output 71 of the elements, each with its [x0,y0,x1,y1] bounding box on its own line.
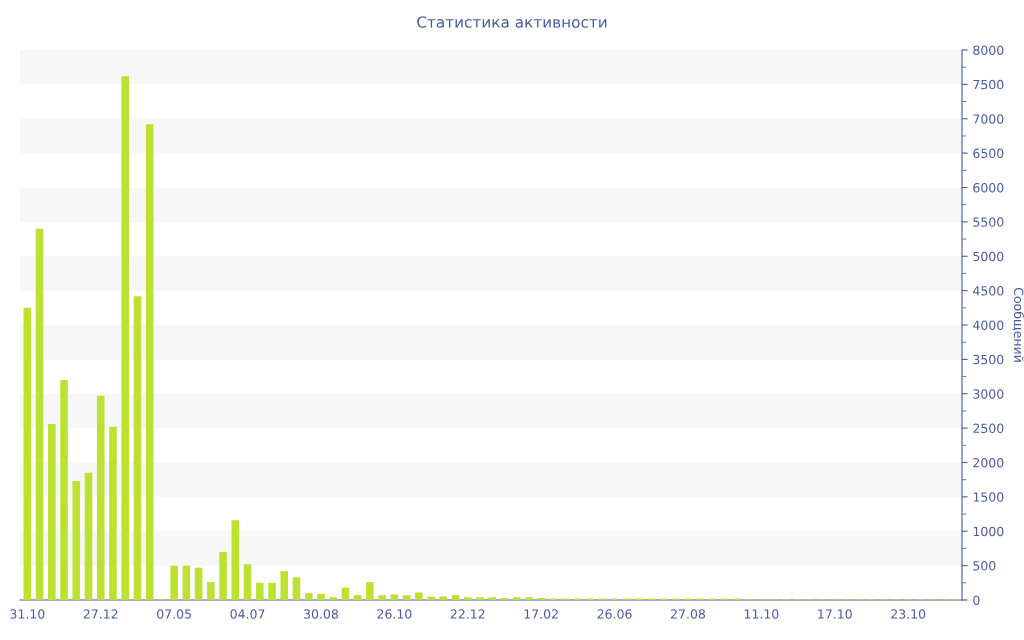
y-tick-label: 500 [973,561,996,571]
x-tick-label: 27.08 [670,609,705,619]
y-axis-title: Сообщений [1012,287,1024,362]
bar [353,595,362,600]
chart-title: Статистика активности [417,16,607,28]
y-tick-label: 2500 [973,423,1004,434]
x-tick-label: 07.05 [157,609,191,619]
bar [476,597,484,600]
bar [255,582,264,600]
bar [23,307,32,600]
y-tick-label: 4500 [973,286,1004,296]
bar [402,595,411,600]
bar [145,124,154,600]
bar [537,597,545,600]
bar [292,577,301,600]
y-tick-label: 3500 [973,354,1004,365]
bar [427,596,435,600]
bar [84,472,93,600]
bar [60,380,68,600]
x-tick-label: 17.02 [524,609,558,619]
bar [525,597,533,600]
y-tick-label: 7000 [973,114,1004,124]
bar [243,564,252,600]
x-tick-label: 30.08 [304,609,338,619]
bar [366,582,374,600]
bar [415,592,423,600]
y-tick-label: 5500 [973,217,1004,227]
y-tick-label: 1500 [973,492,1004,502]
x-tick-label: 23.10 [891,609,926,619]
y-tick-label: 4000 [973,320,1004,330]
y-tick-label: 5000 [973,251,1004,262]
x-tick-label: 31.10 [10,609,45,619]
bar [231,520,240,600]
bar [48,424,56,600]
bar [280,571,289,600]
bar [317,593,325,600]
y-tick-label: 8000 [973,45,1004,55]
bar [304,593,313,600]
bar [109,426,117,600]
bar [194,567,203,600]
bar [268,582,276,600]
bar [463,597,472,600]
x-tick-label: 27.12 [83,609,118,619]
y-tick-label: 7500 [973,79,1004,90]
bar [170,565,178,600]
bar [451,595,460,600]
y-tick-label: 2000 [973,457,1004,468]
bar [512,597,521,600]
bar [329,597,337,600]
x-tick-label: 26.06 [597,609,632,619]
x-tick-label: 04.07 [230,609,265,619]
bar [488,597,497,600]
bar [207,582,215,600]
bar [121,76,129,600]
y-tick-label: 0 [973,595,980,605]
x-tick-label: 11.10 [744,609,779,619]
bar [378,595,386,600]
bar [72,481,81,600]
y-tick-label: 6500 [973,148,1004,159]
x-tick-label: 22.12 [450,609,485,619]
x-tick-label: 26.10 [377,609,412,619]
y-tick-label: 1000 [973,526,1004,537]
bar [219,551,227,600]
y-tick-label: 3000 [973,389,1004,399]
bar [35,228,44,600]
y-tick-label: 6000 [973,182,1004,193]
bar [182,565,191,600]
x-tick-label: 17.10 [818,609,852,619]
bar [96,395,105,600]
bar [133,296,142,600]
bar [439,596,448,600]
